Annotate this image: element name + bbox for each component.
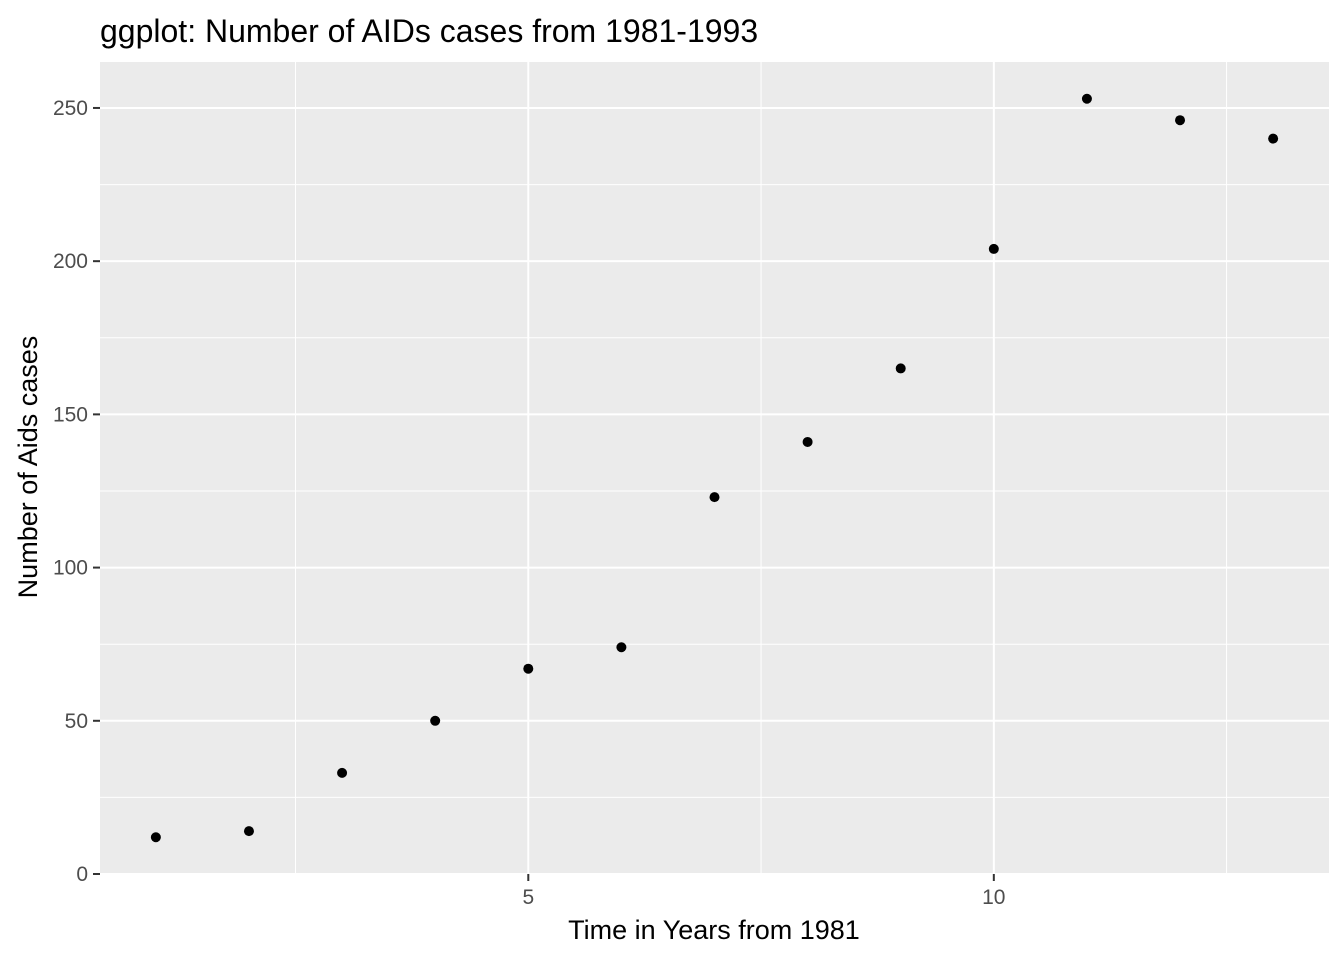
data-point <box>616 642 627 653</box>
y-axis-title: Number of Aids cases <box>13 336 43 599</box>
y-tick-label: 250 <box>53 97 88 120</box>
plot-panel <box>100 62 1329 874</box>
data-point <box>150 832 161 843</box>
y-tick-label: 50 <box>65 710 88 733</box>
y-tick-label: 0 <box>76 863 88 886</box>
minor-gridlines <box>100 62 1329 874</box>
y-tick-label: 150 <box>53 403 88 426</box>
data-point <box>709 492 720 503</box>
data-point <box>430 715 441 726</box>
x-tick-label: 5 <box>522 886 534 909</box>
data-point <box>1268 133 1279 144</box>
data-point <box>1175 115 1186 126</box>
x-axis: 5 10 <box>522 874 1005 909</box>
data-point <box>1081 93 1092 104</box>
data-points <box>150 93 1279 843</box>
chart-title: ggplot: Number of AIDs cases from 1981-1… <box>100 13 758 49</box>
y-tick-label: 200 <box>53 250 88 273</box>
data-point <box>988 243 999 254</box>
data-point <box>243 826 254 837</box>
y-tick-label: 100 <box>53 557 88 580</box>
data-point <box>523 663 534 674</box>
data-point <box>895 363 906 374</box>
data-point <box>802 436 813 447</box>
data-point <box>337 767 348 778</box>
x-tick-label: 10 <box>982 886 1005 909</box>
major-gridlines <box>100 62 1329 875</box>
y-axis: 0 50 100 150 200 250 <box>53 97 100 886</box>
x-axis-title: Time in Years from 1981 <box>568 915 860 945</box>
